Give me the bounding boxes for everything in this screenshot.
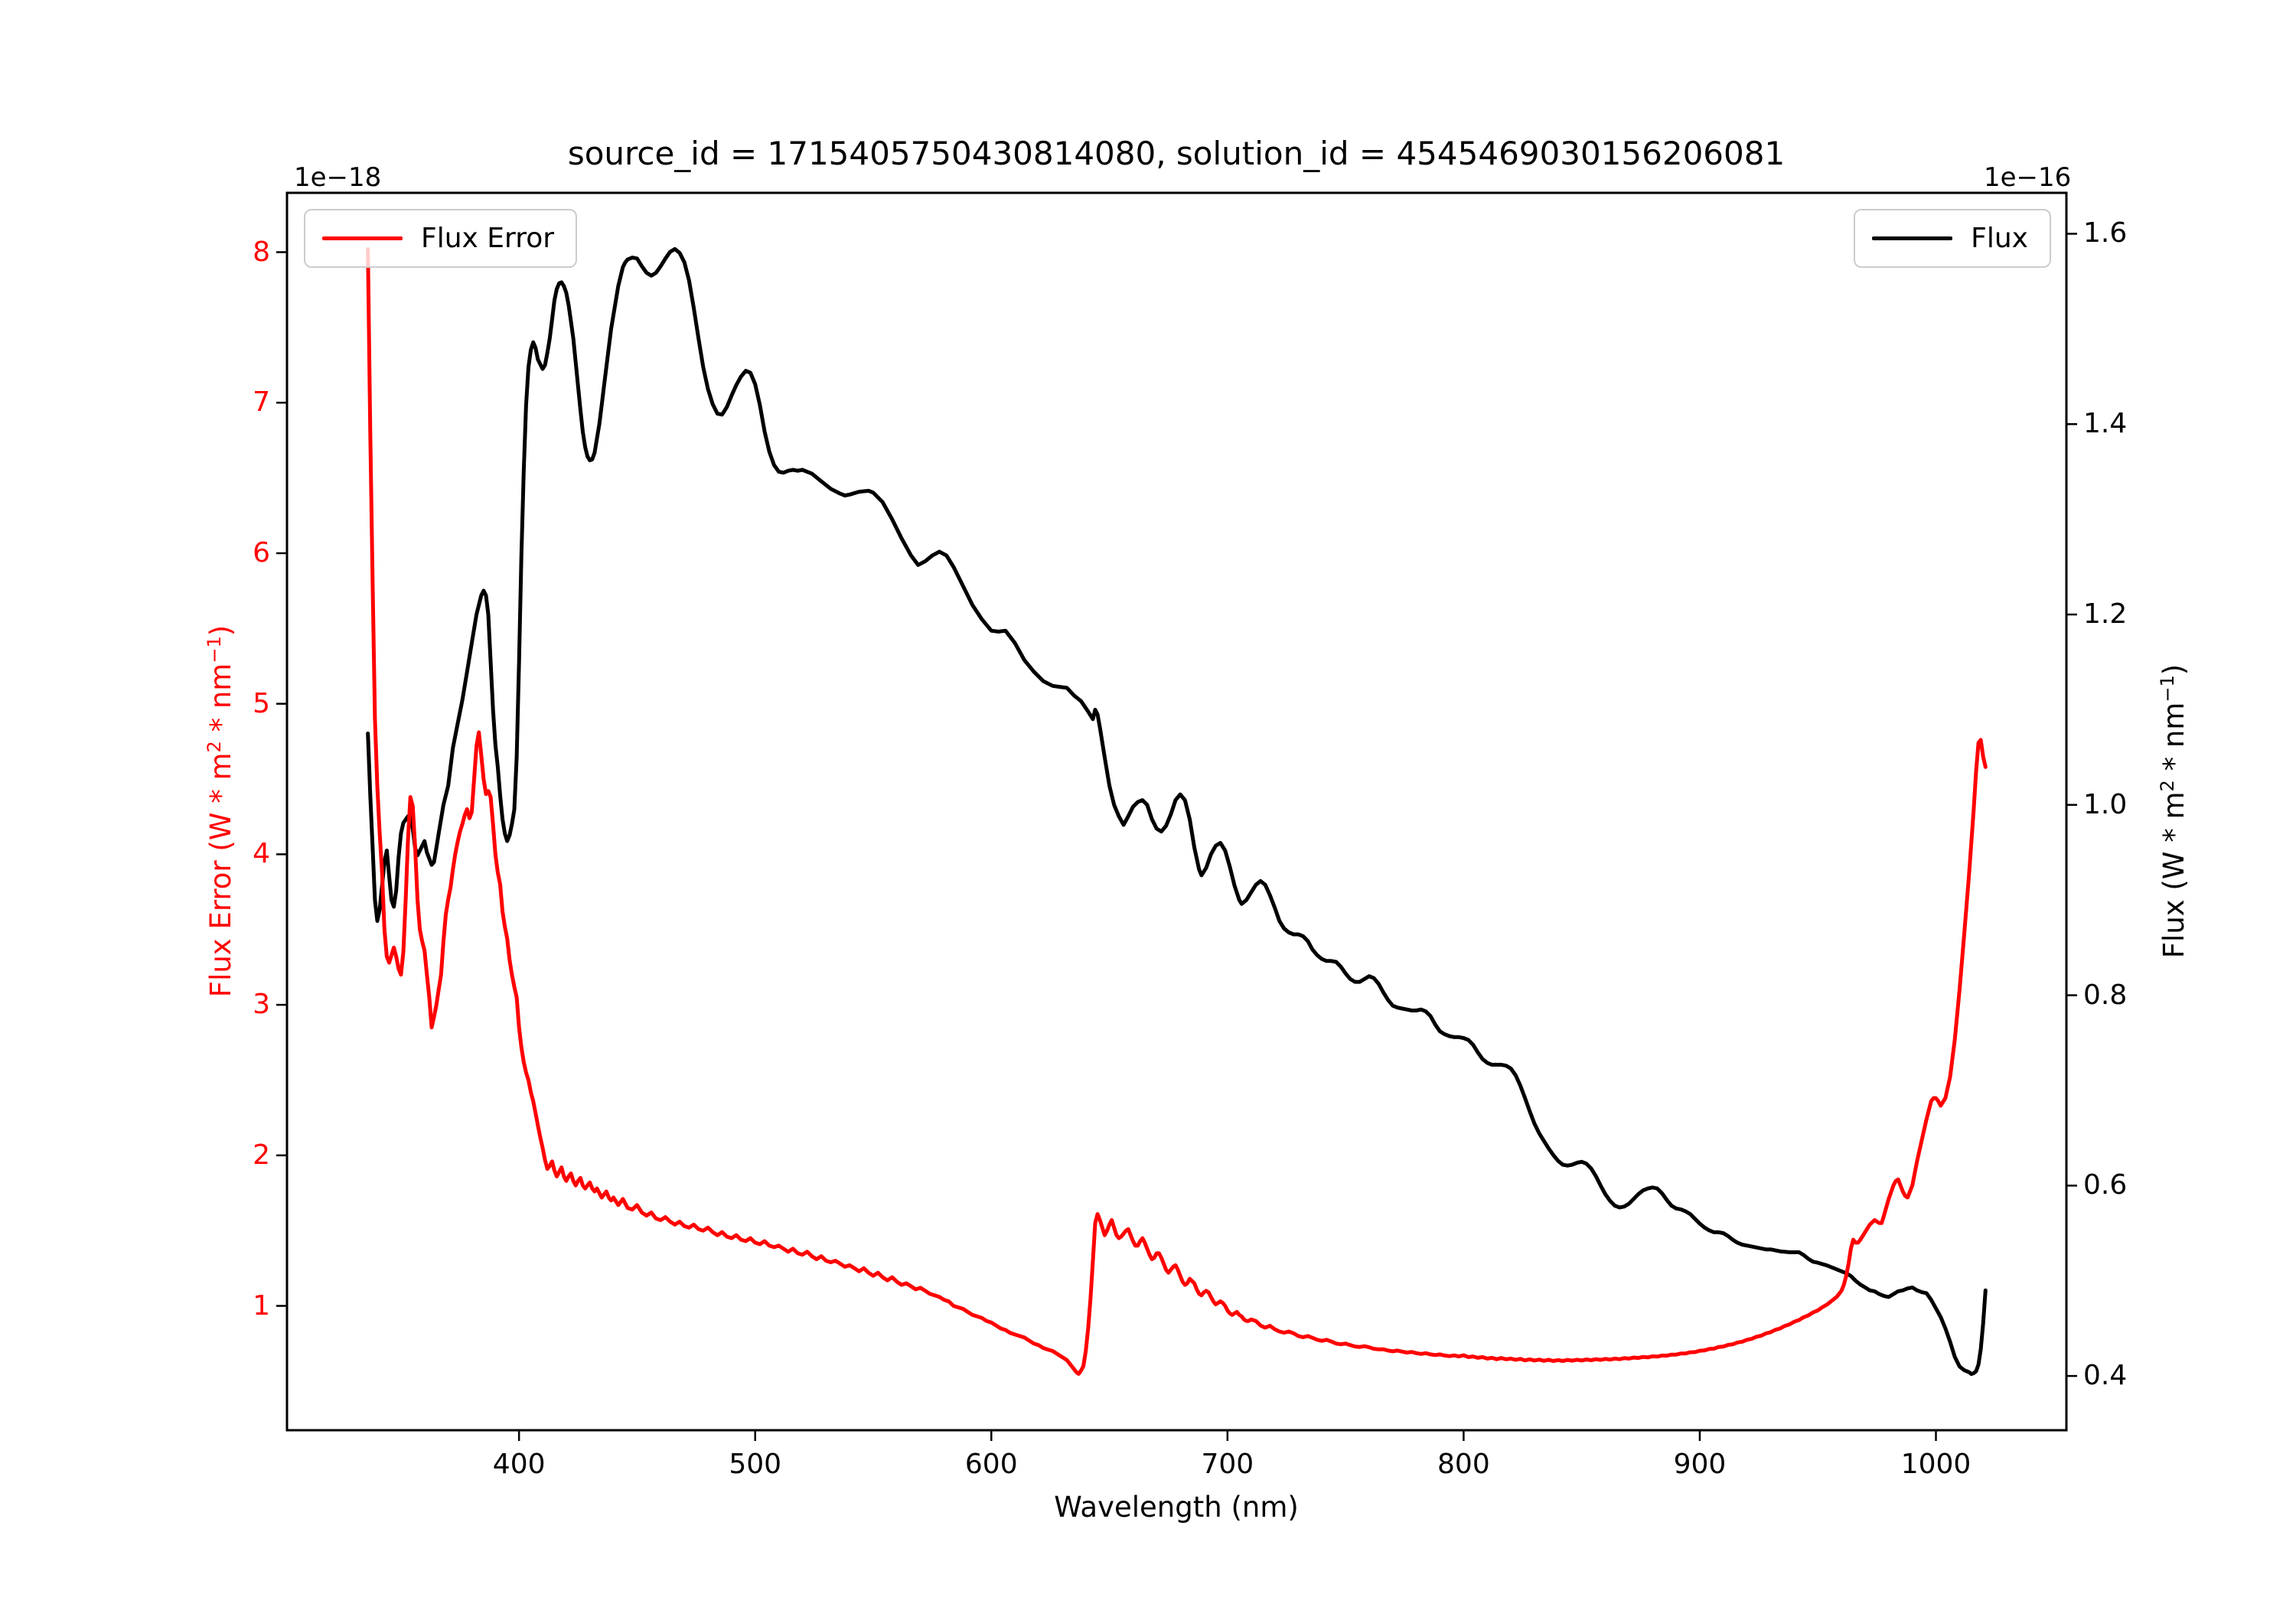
x-tick-label: 400 bbox=[492, 1449, 546, 1480]
right-y-label-sup-2: 2 bbox=[2156, 780, 2178, 792]
left-axis-offset-text: 1e−18 bbox=[294, 162, 382, 193]
left-tick-label: 4 bbox=[253, 838, 270, 870]
legend-flux-error: Flux Error bbox=[304, 209, 578, 268]
left-y-label-mid: * nm bbox=[204, 663, 238, 742]
right-tick-label: 1.2 bbox=[2083, 598, 2128, 631]
curve-flux-error bbox=[366, 247, 1988, 1376]
x-tick-label: 1000 bbox=[1900, 1449, 1971, 1480]
legend-flux: Flux bbox=[1854, 209, 2051, 268]
right-tick-label: 0.4 bbox=[2083, 1360, 2128, 1392]
right-y-label-sup-minus1: −1 bbox=[2156, 675, 2178, 702]
left-y-axis-label: Flux Error (W * m2 * nm−1) bbox=[204, 625, 237, 997]
right-tick-label: 0.6 bbox=[2083, 1169, 2128, 1201]
curve-flux bbox=[366, 246, 1988, 1377]
right-y-label-suffix: ) bbox=[2157, 663, 2191, 676]
x-tick-label: 700 bbox=[1201, 1449, 1254, 1480]
plot-border bbox=[285, 191, 2068, 1432]
right-y-axis-label: Flux (W * m2 * nm−1) bbox=[2157, 664, 2190, 958]
legend-flux-swatch bbox=[1872, 236, 1953, 240]
left-y-label-suffix: ) bbox=[204, 624, 238, 637]
right-tick-label: 0.8 bbox=[2083, 979, 2128, 1011]
left-tick-label: 7 bbox=[253, 386, 270, 419]
right-axis-offset-text: 1e−16 bbox=[1984, 162, 2072, 193]
right-y-label-mid: * nm bbox=[2157, 702, 2191, 781]
x-tick-label: 600 bbox=[964, 1449, 1018, 1480]
left-y-label-text: Flux Error (W * m bbox=[204, 752, 238, 998]
x-tick-label: 800 bbox=[1437, 1449, 1490, 1480]
left-tick-label: 5 bbox=[253, 687, 270, 719]
legend-flux-label: Flux bbox=[1971, 223, 2028, 254]
x-tick-label: 500 bbox=[729, 1449, 782, 1480]
left-y-label-sup-2: 2 bbox=[203, 741, 225, 753]
right-y-label-text: Flux (W * m bbox=[2157, 791, 2191, 959]
left-tick-label: 8 bbox=[253, 236, 270, 268]
legend-flux-error-swatch bbox=[322, 236, 403, 240]
left-tick-label: 6 bbox=[253, 536, 270, 569]
right-tick-label: 1.4 bbox=[2083, 408, 2128, 440]
left-tick-label: 3 bbox=[253, 989, 270, 1021]
left-tick-label: 2 bbox=[253, 1139, 270, 1171]
legend-flux-error-label: Flux Error bbox=[421, 223, 555, 254]
right-tick-label: 1.6 bbox=[2083, 217, 2128, 249]
x-tick-label: 900 bbox=[1673, 1449, 1727, 1480]
left-y-label-sup-minus1: −1 bbox=[203, 636, 225, 663]
chart-title: source_id = 1715405750430814080, solutio… bbox=[567, 135, 1786, 172]
left-tick-label: 1 bbox=[253, 1289, 270, 1322]
right-tick-label: 1.0 bbox=[2083, 788, 2128, 820]
x-axis-label: Wavelength (nm) bbox=[1054, 1491, 1299, 1524]
